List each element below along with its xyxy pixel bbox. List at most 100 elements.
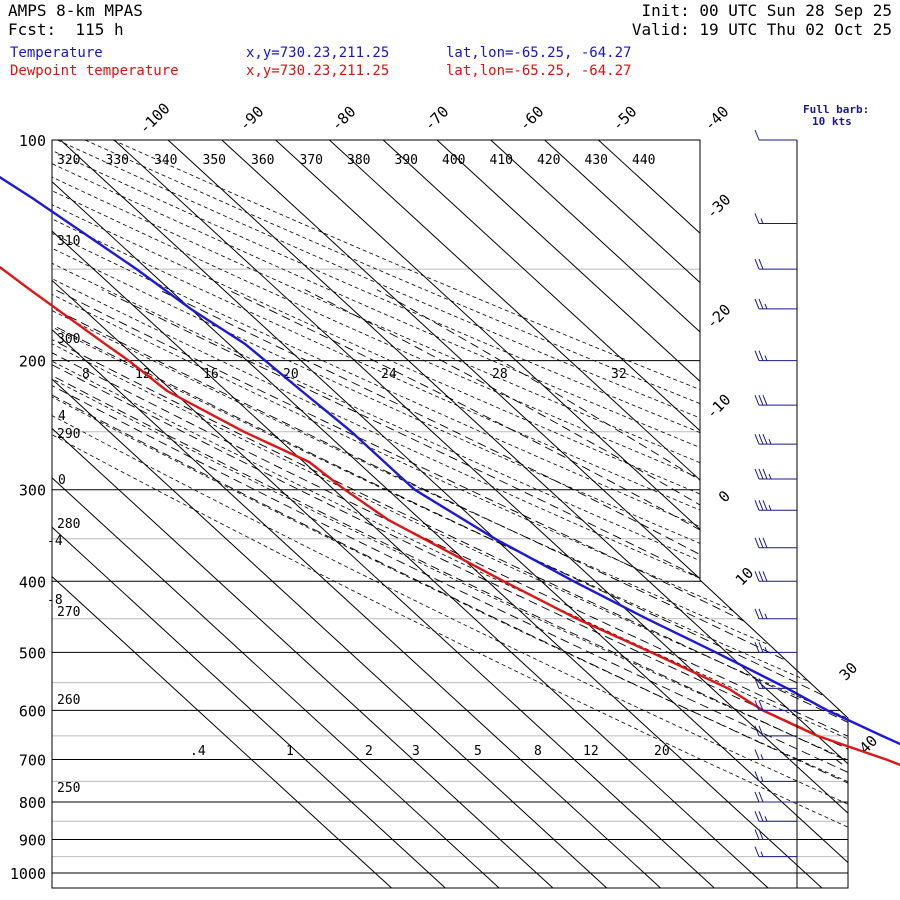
pressure-tick-label: 700 — [19, 751, 46, 769]
dry-adiabat — [52, 140, 848, 888]
wind-barb — [754, 394, 797, 406]
theta-label: 410 — [490, 153, 513, 168]
dry-adiabat — [52, 140, 848, 888]
theta-label: 270 — [57, 605, 80, 620]
theta-label: 280 — [57, 517, 80, 532]
mixing-ratio-label: 2 — [365, 744, 373, 759]
mixing-ratio-label: 20 — [654, 744, 670, 759]
theta-label: 300 — [57, 332, 80, 347]
wind-barb — [754, 537, 797, 549]
wind-barb — [754, 700, 797, 711]
moist-adiabat — [101, 289, 848, 874]
dewpoint-xy: x,y=730.23,211.25 — [246, 63, 390, 79]
isotherm-label: -50 — [609, 103, 641, 135]
isotherm-line — [77, 140, 848, 888]
dry-adiabat — [52, 140, 848, 888]
isotherm-line — [453, 140, 848, 888]
wind-barb — [754, 642, 797, 653]
wind-barbs — [754, 129, 797, 858]
moist-adiabat-label: -8 — [47, 593, 63, 608]
moist-adiabat-label: 8 — [82, 367, 90, 382]
moist-adiabat-label: 24 — [381, 367, 397, 382]
dry-adiabat — [52, 140, 848, 888]
isotherm-line — [52, 140, 554, 888]
wind-barb — [754, 846, 797, 858]
theta-label: 430 — [585, 153, 608, 168]
pressure-tick-label: 400 — [19, 573, 46, 591]
wind-barb — [754, 258, 797, 270]
wind-barb — [754, 350, 797, 362]
isotherm-line — [52, 140, 393, 888]
pressure-tick-label: 800 — [19, 794, 46, 812]
temperature-xy: x,y=730.23,211.25 — [246, 45, 390, 61]
theta-label: 400 — [442, 153, 465, 168]
isotherm-line — [507, 140, 848, 888]
mixing-ratio-line — [835, 759, 848, 874]
isotherm-label: 10 — [732, 564, 758, 590]
dry-adiabat — [52, 140, 848, 888]
moist-adiabat-label: -4 — [47, 534, 63, 549]
moist-adiabat-label: 0 — [58, 473, 66, 488]
dry-adiabat — [52, 140, 848, 888]
dry-adiabat — [52, 140, 848, 888]
theta-label: 260 — [57, 693, 80, 708]
mixing-ratio-label: .4 — [190, 744, 206, 759]
wind-barb — [754, 608, 797, 620]
moist-adiabat — [52, 289, 848, 874]
moist-adiabat — [52, 289, 848, 874]
theta-label: 320 — [57, 153, 80, 168]
moist-adiabat — [304, 289, 848, 874]
isotherm-line — [52, 140, 848, 888]
theta-label: 370 — [300, 153, 323, 168]
moist-adiabat — [227, 289, 848, 874]
isotherm-line — [52, 140, 716, 888]
isotherm-line — [52, 140, 823, 888]
theta-label: 390 — [395, 153, 418, 168]
dry-adiabat — [52, 140, 848, 888]
isotherm-label: -10 — [703, 391, 735, 423]
wind-barb — [754, 213, 797, 225]
moist-adiabat-label: 16 — [203, 367, 219, 382]
moist-adiabat-label: 28 — [492, 367, 508, 382]
pressure-tick-label: 1000 — [10, 865, 46, 883]
dry-adiabat — [52, 140, 848, 888]
pressure-tick-label: 500 — [19, 644, 46, 662]
temperature-profile — [0, 175, 900, 746]
valid-time: Valid: 19 UTC Thu 02 Oct 25 — [631, 20, 892, 39]
isotherm-line — [52, 140, 770, 888]
dry-adiabat — [52, 140, 848, 888]
mixing-ratio-label: 8 — [534, 744, 542, 759]
moist-adiabat-label: 12 — [135, 367, 151, 382]
isotherm-label: 30 — [836, 659, 862, 685]
forecast-hour: Fcst: 115 h — [8, 20, 124, 39]
plot-border — [51, 139, 849, 889]
wind-barb — [754, 678, 797, 689]
moist-adiabat — [52, 289, 848, 874]
isotherm-label: -70 — [421, 103, 453, 135]
dry-adiabat — [52, 140, 848, 888]
dry-adiabat — [84, 140, 848, 888]
moist-adiabat-label: 32 — [611, 367, 627, 382]
isotherm-line — [52, 140, 447, 888]
moist-adiabat — [52, 289, 848, 874]
model-title: AMPS 8-km MPAS — [8, 1, 143, 20]
mixing-ratio-label: 3 — [412, 744, 420, 759]
isotherm-label: -20 — [703, 301, 735, 333]
pressure-tick-label: 300 — [19, 482, 46, 500]
theta-label: 250 — [57, 781, 80, 796]
moist-adiabat-label: 20 — [283, 367, 299, 382]
dry-adiabat — [52, 140, 848, 888]
theta-label: 330 — [106, 153, 129, 168]
moist-adiabat — [52, 289, 848, 874]
wind-barb — [754, 829, 797, 840]
isotherm-line — [52, 140, 501, 888]
isotherm-label: -90 — [236, 103, 268, 135]
init-time: Init: 00 UTC Sun 28 Sep 25 — [641, 1, 892, 20]
isotherm-line — [52, 140, 662, 888]
wind-barb — [754, 811, 797, 822]
barb-legend-line1: Full barb: — [803, 103, 869, 116]
theta-label: 290 — [57, 427, 80, 442]
moist-adiabat-label: 4 — [58, 409, 66, 424]
dry-adiabat — [112, 140, 848, 888]
